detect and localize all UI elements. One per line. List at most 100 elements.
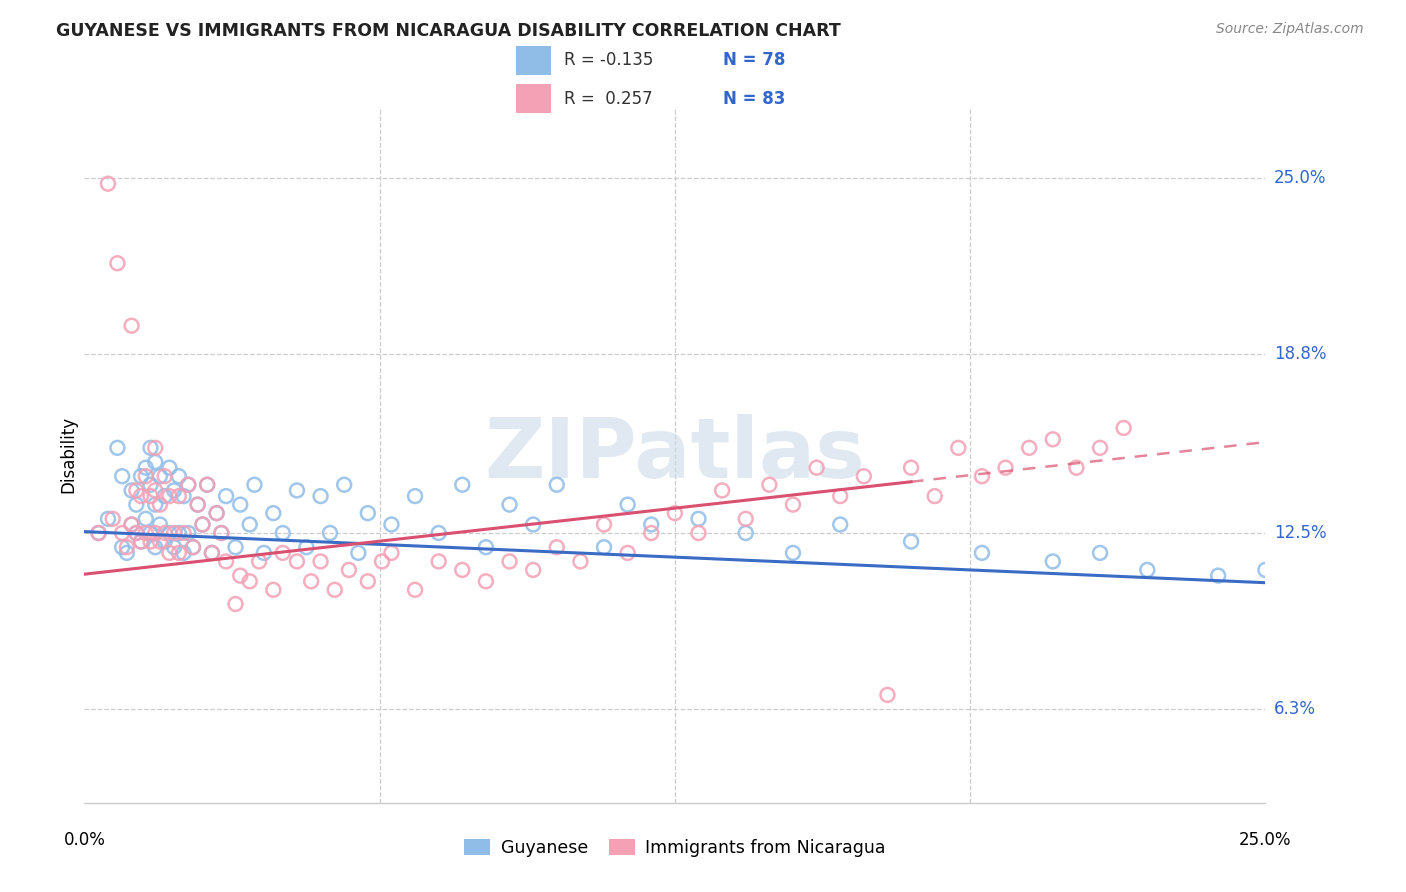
Point bbox=[782, 546, 804, 560]
Point bbox=[285, 483, 308, 498]
Point bbox=[173, 546, 195, 560]
Point bbox=[475, 540, 498, 554]
Point bbox=[711, 483, 734, 498]
Point bbox=[139, 489, 162, 503]
Point bbox=[593, 540, 616, 554]
Point bbox=[970, 546, 993, 560]
Point bbox=[970, 469, 993, 483]
Point bbox=[149, 534, 172, 549]
Point bbox=[215, 554, 238, 568]
Point bbox=[139, 526, 162, 541]
Point bbox=[1042, 554, 1064, 568]
Legend: Guyanese, Immigrants from Nicaragua: Guyanese, Immigrants from Nicaragua bbox=[457, 831, 893, 863]
Point bbox=[734, 526, 756, 541]
Point bbox=[522, 517, 544, 532]
Point bbox=[177, 526, 200, 541]
Point bbox=[129, 534, 152, 549]
Point bbox=[187, 498, 209, 512]
Point bbox=[569, 554, 592, 568]
Point bbox=[262, 506, 284, 520]
Point bbox=[153, 534, 176, 549]
Point bbox=[121, 318, 143, 333]
Point bbox=[173, 526, 195, 541]
Point bbox=[758, 477, 780, 491]
Point bbox=[157, 460, 180, 475]
Point bbox=[177, 477, 200, 491]
Point bbox=[239, 517, 262, 532]
Point bbox=[271, 526, 294, 541]
Point bbox=[191, 517, 214, 532]
Point bbox=[153, 469, 176, 483]
Point bbox=[1206, 568, 1229, 582]
Point bbox=[167, 469, 190, 483]
Text: 25.0%: 25.0% bbox=[1239, 830, 1292, 848]
Point bbox=[427, 526, 450, 541]
Point bbox=[948, 441, 970, 455]
Text: Source: ZipAtlas.com: Source: ZipAtlas.com bbox=[1216, 22, 1364, 37]
Point bbox=[371, 554, 394, 568]
Point bbox=[191, 517, 214, 532]
Point bbox=[111, 526, 134, 541]
Point bbox=[734, 512, 756, 526]
Point bbox=[688, 526, 710, 541]
Text: N = 83: N = 83 bbox=[723, 90, 785, 108]
Text: R = -0.135: R = -0.135 bbox=[564, 51, 654, 70]
Point bbox=[129, 489, 152, 503]
Point bbox=[143, 455, 166, 469]
Point bbox=[163, 483, 186, 498]
Point bbox=[688, 512, 710, 526]
Point bbox=[475, 574, 498, 589]
Point bbox=[135, 469, 157, 483]
Point bbox=[139, 534, 162, 549]
Point bbox=[157, 489, 180, 503]
Point bbox=[181, 540, 204, 554]
Point bbox=[225, 540, 247, 554]
Point bbox=[135, 460, 157, 475]
Point bbox=[87, 526, 110, 541]
Point bbox=[333, 477, 356, 491]
Point bbox=[143, 483, 166, 498]
Point bbox=[143, 526, 166, 541]
Point bbox=[125, 498, 148, 512]
Point bbox=[380, 517, 402, 532]
Text: R =  0.257: R = 0.257 bbox=[564, 90, 652, 108]
Point bbox=[187, 498, 209, 512]
Point bbox=[163, 540, 186, 554]
Point bbox=[640, 526, 662, 541]
Point bbox=[1136, 563, 1159, 577]
Point bbox=[107, 441, 129, 455]
Point bbox=[139, 477, 162, 491]
Point bbox=[239, 574, 262, 589]
Y-axis label: Disability: Disability bbox=[59, 417, 77, 493]
Point bbox=[125, 526, 148, 541]
Point bbox=[229, 568, 252, 582]
Point bbox=[357, 506, 380, 520]
Point bbox=[323, 582, 346, 597]
Point bbox=[924, 489, 946, 503]
Point bbox=[830, 517, 852, 532]
Point bbox=[876, 688, 898, 702]
Point bbox=[205, 506, 228, 520]
Text: ZIPatlas: ZIPatlas bbox=[485, 415, 865, 495]
Point bbox=[101, 512, 124, 526]
Point bbox=[157, 546, 180, 560]
Point bbox=[149, 517, 172, 532]
Point bbox=[253, 546, 276, 560]
Point bbox=[243, 477, 266, 491]
Point bbox=[125, 526, 148, 541]
Point bbox=[451, 563, 474, 577]
Point bbox=[1066, 460, 1088, 475]
Point bbox=[309, 489, 332, 503]
Point bbox=[522, 563, 544, 577]
Bar bbox=[516, 45, 551, 75]
Point bbox=[830, 489, 852, 503]
Point bbox=[195, 477, 218, 491]
Point bbox=[115, 540, 138, 554]
Point bbox=[125, 483, 148, 498]
Text: 6.3%: 6.3% bbox=[1274, 700, 1316, 718]
Point bbox=[498, 498, 520, 512]
Point bbox=[1088, 441, 1111, 455]
Point bbox=[782, 498, 804, 512]
Point bbox=[616, 498, 638, 512]
Point bbox=[143, 540, 166, 554]
